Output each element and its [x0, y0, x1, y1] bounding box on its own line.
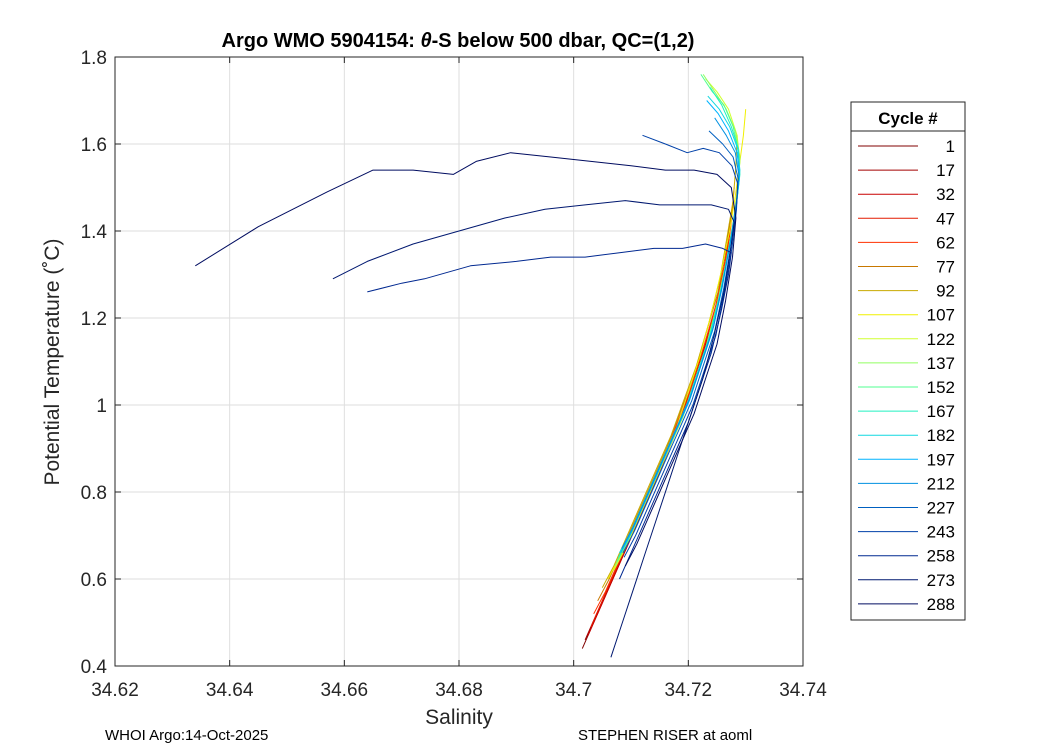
x-tick-label: 34.74	[779, 680, 827, 701]
legend-box	[850, 101, 966, 621]
y-tick-label: 1.4	[81, 222, 108, 243]
x-tick-label: 34.72	[665, 680, 713, 701]
legend-label: 182	[927, 426, 955, 445]
legend-label: 288	[927, 595, 955, 614]
legend-label: 1	[946, 137, 955, 156]
legend-label: 77	[936, 258, 955, 277]
y-tick-label: 1.2	[81, 309, 107, 330]
chart-title: Argo WMO 5904154: θ-S below 500 dbar, QC…	[222, 30, 695, 52]
x-tick-label: 34.62	[91, 680, 139, 701]
series-line-cycle-243	[623, 134, 739, 558]
legend-entries: 1 17 32 47 62 77 92 107 122 137 152 167 182 197 212 227…	[858, 137, 955, 614]
series-layer	[195, 74, 747, 658]
series-line-cycle-227	[622, 130, 739, 554]
series-line-cycle-288	[195, 152, 737, 567]
legend-label: 32	[936, 185, 955, 204]
legend-label: 227	[927, 499, 955, 518]
x-tick-label: 34.64	[206, 680, 254, 701]
legend-label: 212	[927, 474, 955, 493]
title-prefix: Argo WMO 5904154:	[222, 30, 421, 52]
legend-label: 107	[927, 306, 955, 325]
legend-label: 137	[927, 354, 955, 373]
x-tick-label: 34.68	[435, 680, 483, 701]
legend-title: Cycle #	[878, 109, 938, 128]
legend-label: 167	[927, 402, 955, 421]
x-tick-label: 34.66	[321, 680, 369, 701]
series-line-cycle-92	[601, 135, 738, 588]
series-line-cycle-273	[332, 200, 735, 658]
y-tick-label: 0.6	[81, 570, 107, 591]
series-line-cycle-212	[621, 117, 740, 549]
y-tick-label: 1.6	[81, 135, 107, 156]
legend-label: 197	[927, 450, 955, 469]
legend-label: 17	[936, 161, 955, 180]
legend-label: 152	[927, 378, 955, 397]
legend-label: 47	[936, 209, 955, 228]
x-axis-label: Salinity	[425, 706, 493, 729]
series-line-cycle-258	[367, 243, 732, 580]
y-axis-label: Potential Temperature (˚C)	[41, 238, 64, 485]
title-suffix: -S below 500 dbar, QC=(1,2)	[432, 30, 695, 52]
legend-label: 273	[927, 571, 955, 590]
y-tick-label: 0.4	[81, 657, 108, 678]
y-tick-label: 1	[96, 396, 107, 417]
footer-credit: WHOI Argo:14-Oct-2025	[105, 727, 268, 744]
footer-operator: STEPHEN RISER at aoml	[578, 727, 752, 744]
y-tick-label: 1.8	[81, 48, 107, 69]
legend-label: 243	[927, 523, 955, 542]
legend: Cycle # 11732476277921071221371521671821…	[850, 101, 966, 621]
y-tick-label: 0.8	[81, 483, 107, 504]
legend-label: 92	[936, 282, 955, 301]
legend-label: 122	[927, 330, 955, 349]
legend-label: 258	[927, 547, 955, 566]
axis-ticks: 34.62 34.64 34.66 34.68 34.7 34.72 34.74 0.4 0.6…	[81, 48, 828, 701]
title-theta-symbol: θ	[420, 30, 431, 52]
x-tick-label: 34.7	[555, 680, 592, 701]
legend-label: 62	[936, 233, 955, 252]
